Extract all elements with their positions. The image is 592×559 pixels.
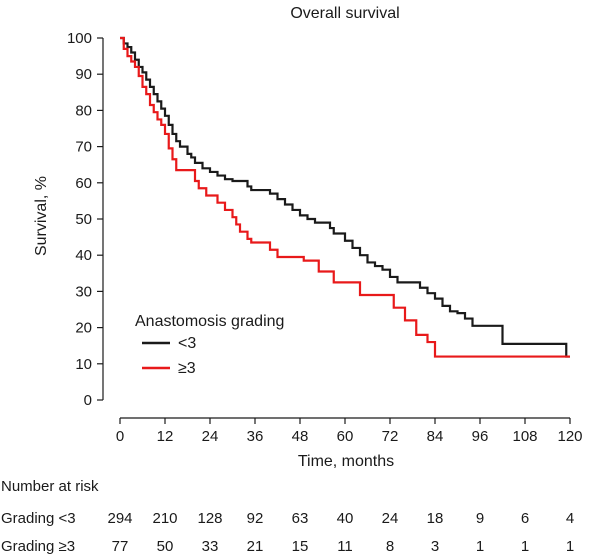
risk-count: 18: [427, 510, 444, 527]
risk-row-label: Grading ≥3: [1, 538, 75, 555]
risk-table-header: Number at risk: [1, 478, 99, 495]
x-tick-label: 48: [292, 428, 309, 445]
risk-count: 4: [566, 510, 574, 527]
y-axis-label: Survival, %: [33, 176, 50, 256]
y-tick-label: 70: [75, 139, 92, 156]
risk-count: 15: [292, 538, 309, 555]
risk-count: 6: [521, 510, 529, 527]
y-tick-label: 20: [75, 320, 92, 337]
risk-count: 8: [386, 538, 394, 555]
y-tick-label: 60: [75, 175, 92, 192]
chart-title: Overall survival: [290, 5, 399, 22]
risk-count: 1: [476, 538, 484, 555]
series-layer: [120, 36, 570, 358]
risk-count: 77: [112, 538, 129, 555]
x-axis-label: Time, months: [298, 453, 394, 470]
y-tick-label: 90: [75, 66, 92, 83]
risk-count: 1: [566, 538, 574, 555]
x-tick-label: 84: [427, 428, 444, 445]
series-line-lt3: [120, 36, 570, 358]
x-tick-label: 12: [157, 428, 174, 445]
risk-count: 3: [431, 538, 439, 555]
y-tick-label: 50: [75, 211, 92, 228]
x-tick-label: 108: [512, 428, 537, 445]
legend-title: Anastomosis grading: [135, 313, 284, 330]
series-line-ge3: [120, 36, 570, 358]
x-tick-label: 72: [382, 428, 399, 445]
legend-label-ge3: ≥3: [178, 360, 196, 377]
risk-count: 63: [292, 510, 309, 527]
risk-count: 1: [521, 538, 529, 555]
x-tick-label: 120: [557, 428, 582, 445]
risk-count: 128: [197, 510, 222, 527]
y-tick-label: 10: [75, 356, 92, 373]
legend: Anastomosis grading <3 ≥3: [135, 313, 284, 377]
risk-row-label: Grading <3: [1, 510, 76, 527]
risk-count: 50: [157, 538, 174, 555]
x-tick-label: 36: [247, 428, 264, 445]
risk-count: 9: [476, 510, 484, 527]
x-tick-label: 0: [116, 428, 124, 445]
y-tick-label: 30: [75, 283, 92, 300]
risk-count: 92: [247, 510, 264, 527]
risk-count: 33: [202, 538, 219, 555]
risk-table: Number at risk Grading <3 294 210 128 92 63 40…: [1, 478, 574, 555]
x-tick-label: 24: [202, 428, 219, 445]
risk-count: 24: [382, 510, 399, 527]
x-tick-label: 60: [337, 428, 354, 445]
legend-label-lt3: <3: [178, 335, 196, 352]
y-tick-label: 100: [67, 30, 92, 47]
y-tick-label: 0: [84, 392, 92, 409]
risk-count: 21: [247, 538, 264, 555]
risk-count: 294: [107, 510, 132, 527]
y-tick-label: 40: [75, 247, 92, 264]
risk-count: 40: [337, 510, 354, 527]
x-tick-label: 96: [472, 428, 489, 445]
risk-count: 210: [152, 510, 177, 527]
axes: 0 10 20 30 40 50 60 70 80 90 100 0 12 24 36 48 60 72 84 96 1…: [67, 30, 583, 445]
y-tick-label: 80: [75, 102, 92, 119]
risk-count: 11: [337, 538, 353, 555]
risk-table-rows: Grading <3 294 210 128 92 63 40 24 18 9 6 4Grading …: [1, 510, 574, 555]
